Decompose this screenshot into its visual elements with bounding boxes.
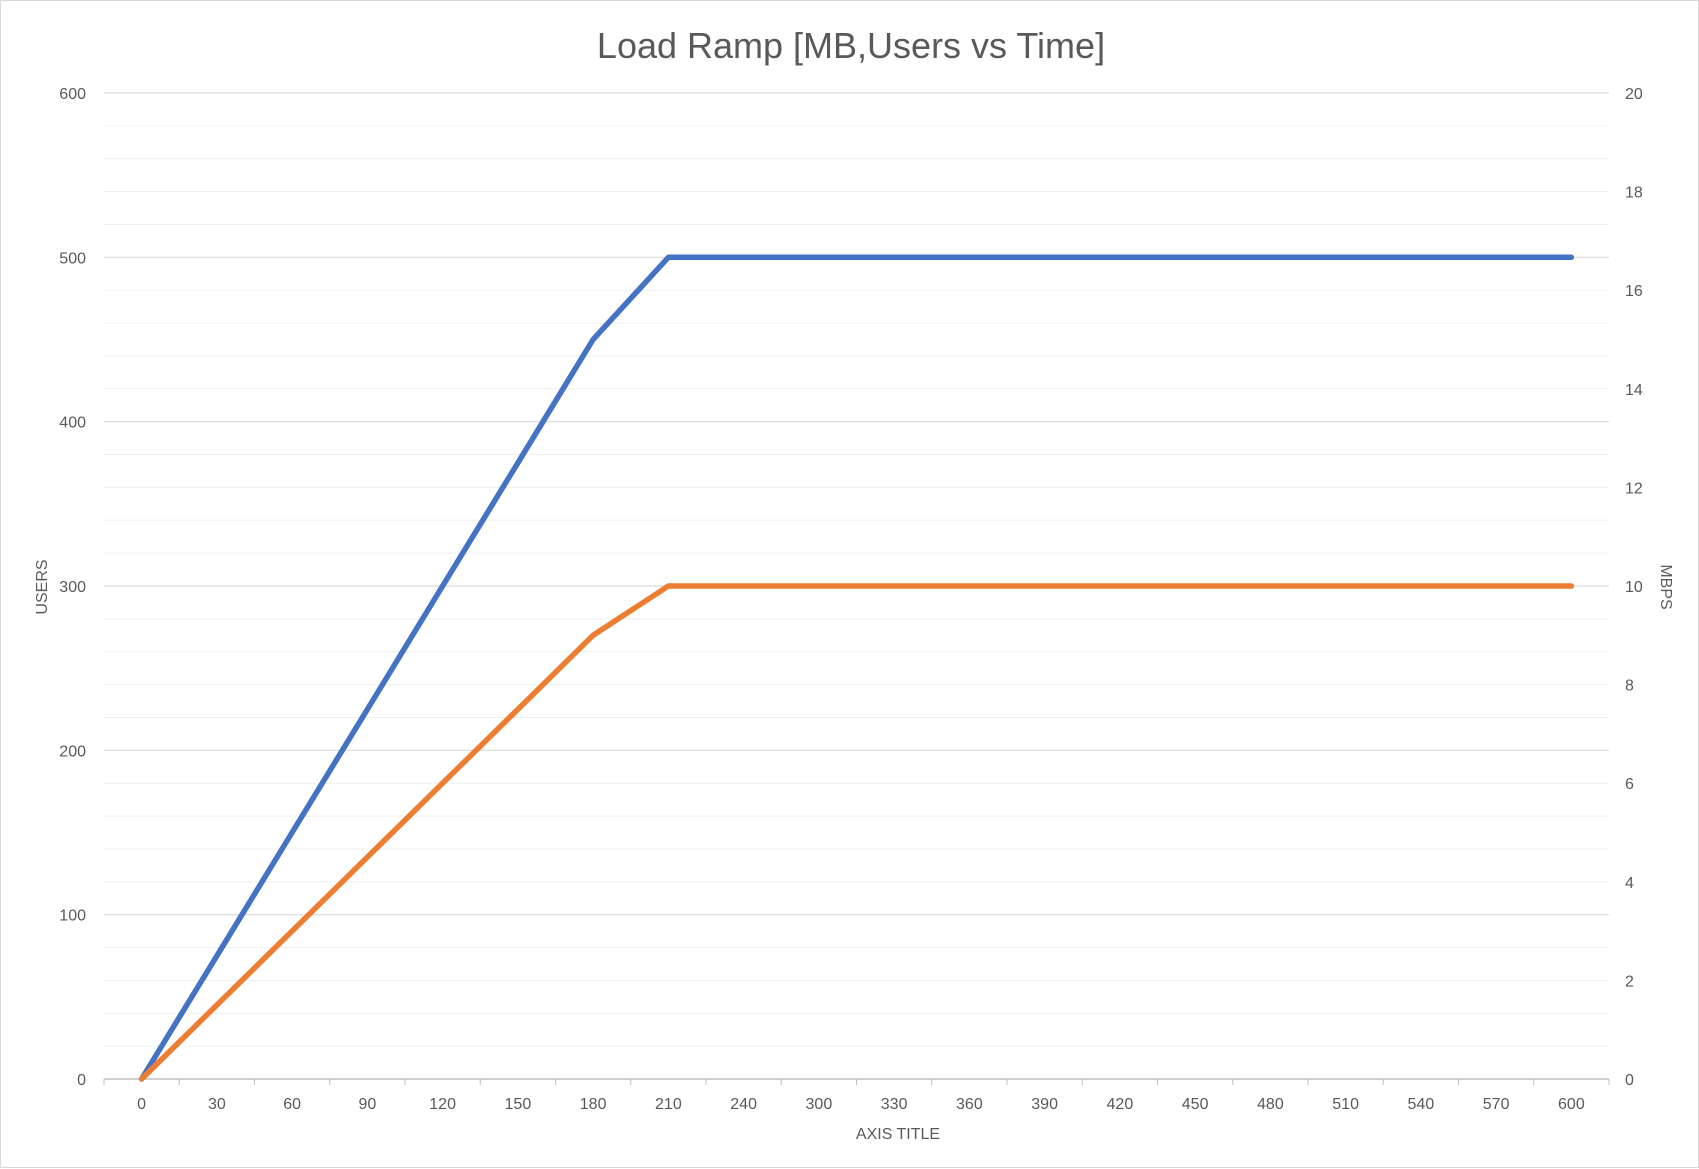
x-tick-label: 0 [137,1096,146,1113]
y2-tick-label: 6 [1625,776,1634,793]
x-tick-label: 90 [358,1096,376,1113]
y2-tick-label: 8 [1625,678,1634,695]
y2-axis-title: MBPS [1657,564,1674,609]
y2-tick-label: 16 [1625,283,1643,300]
y2-tick-label: 20 [1625,86,1643,103]
y-tick-label: 100 [59,908,86,925]
y2-tick-label: 14 [1625,382,1643,399]
y-tick-label: 500 [59,250,86,267]
y2-tick-label: 18 [1625,185,1643,202]
x-axis-title: AXIS TITLE [856,1126,940,1143]
x-tick-label: 150 [505,1096,532,1113]
x-tick-label: 540 [1408,1096,1435,1113]
x-tick-label: 300 [806,1096,833,1113]
y2-tick-label: 2 [1625,973,1634,990]
x-tick-label: 480 [1257,1096,1284,1113]
y2-tick-label: 4 [1625,875,1634,892]
x-tick-label: 390 [1031,1096,1058,1113]
x-tick-label: 180 [580,1096,607,1113]
x-tick-label: 240 [730,1096,757,1113]
y-axis-title: USERS [34,559,51,614]
x-tick-label: 120 [429,1096,456,1113]
x-tick-label: 360 [956,1096,983,1113]
y2-tick-label: 12 [1625,480,1643,497]
x-tick-label: 450 [1182,1096,1209,1113]
y-tick-label: 400 [59,415,86,432]
x-tick-label: 210 [655,1096,682,1113]
x-tick-label: 600 [1558,1096,1585,1113]
x-tick-label: 330 [881,1096,908,1113]
x-tick-label: 60 [283,1096,301,1113]
x-tick-label: 570 [1483,1096,1510,1113]
chart-title: Load Ramp [MB,Users vs Time] [597,25,1105,66]
gridlines [103,92,1610,1085]
y-tick-label: 200 [59,743,86,760]
x-tick-label: 420 [1107,1096,1134,1113]
y-tick-label: 600 [59,86,86,103]
series-lines [138,254,1575,1082]
series-users-line [138,254,1575,1082]
y-tick-label: 0 [77,1072,86,1089]
y2-tick-label: 10 [1625,579,1643,596]
x-tick-label: 510 [1332,1096,1359,1113]
y2-tick-label: 0 [1625,1072,1634,1089]
x-tick-label: 30 [208,1096,226,1113]
series-mbps-line [138,583,1575,1082]
y-tick-label: 300 [59,579,86,596]
